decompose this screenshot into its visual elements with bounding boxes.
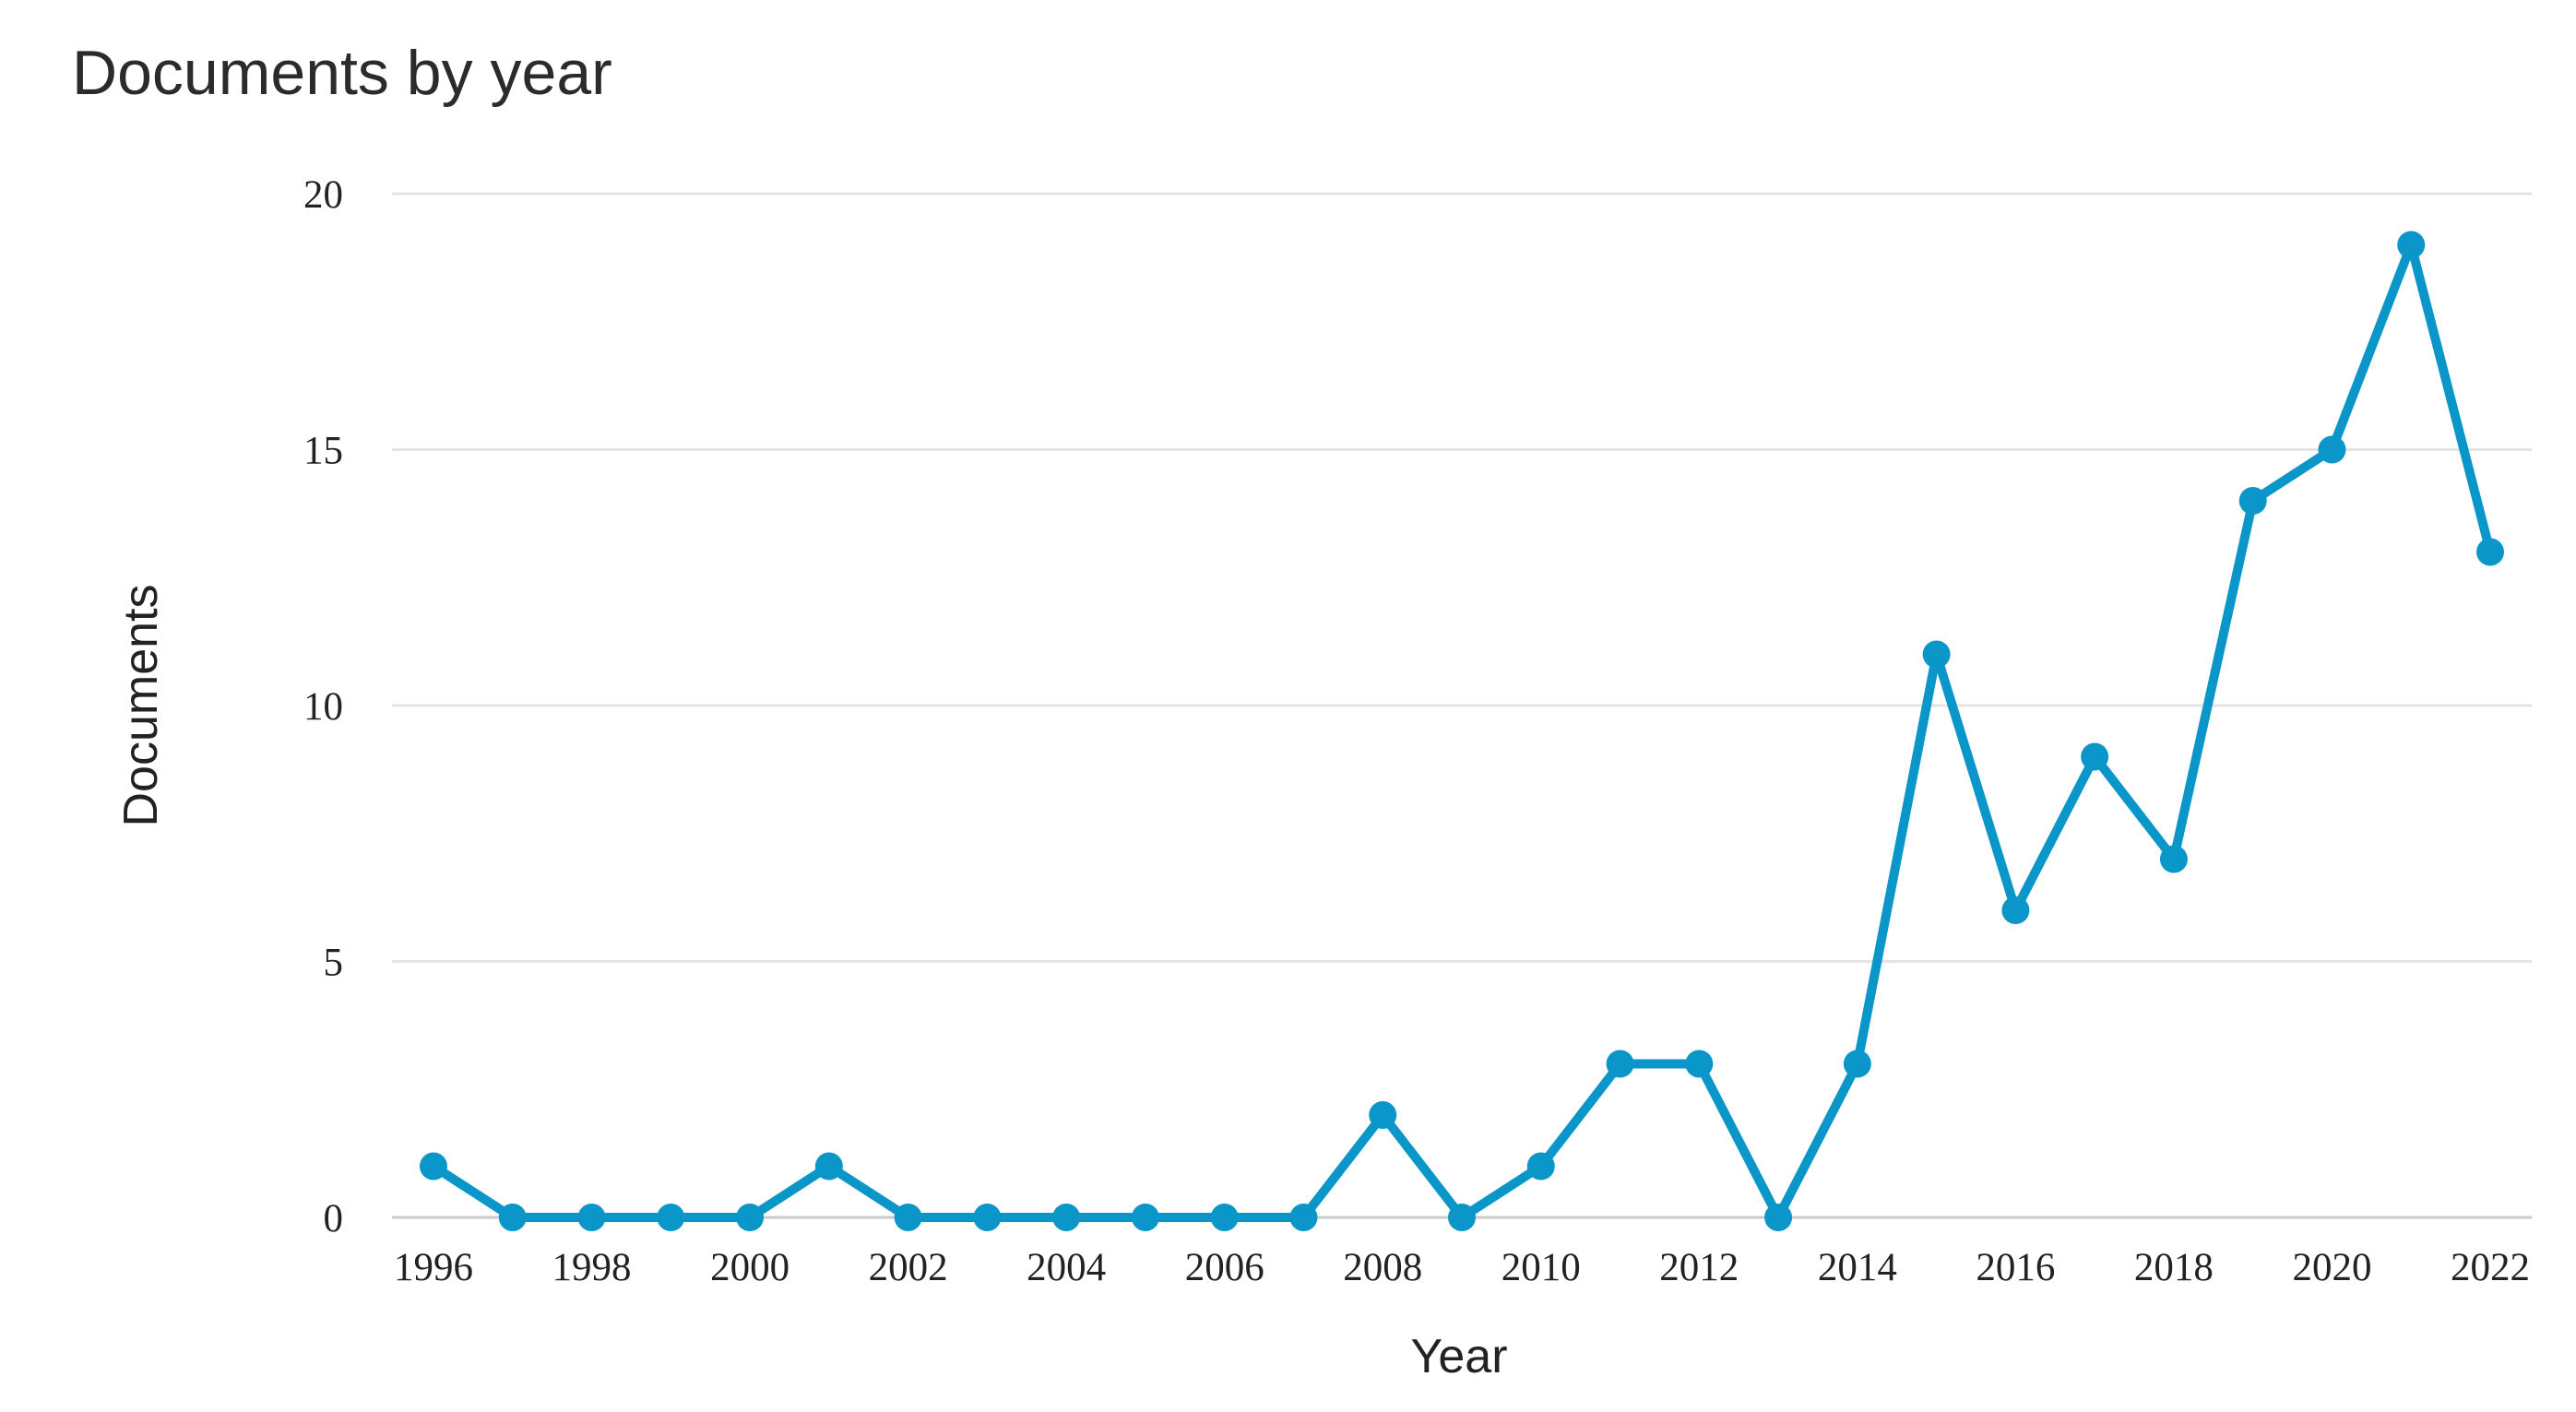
x-tick-label: 1996 <box>394 1246 473 1289</box>
x-tick-label: 2014 <box>1818 1246 1897 1289</box>
x-tick-label: 2002 <box>869 1246 948 1289</box>
x-tick-label: 2008 <box>1343 1246 1422 1289</box>
y-axis-title: Documents <box>114 585 168 827</box>
data-point[interactable] <box>2001 896 2030 924</box>
x-axis-title: Year <box>1410 1330 1507 1383</box>
data-point[interactable] <box>1131 1204 1159 1231</box>
data-point[interactable] <box>1685 1050 1714 1078</box>
y-axis-ticks: 0 5 10 15 20 <box>303 173 343 1240</box>
data-point[interactable] <box>1289 1204 1318 1231</box>
data-point[interactable] <box>736 1204 765 1231</box>
data-point[interactable] <box>2318 435 2346 464</box>
x-tick-label: 2006 <box>1185 1246 1264 1289</box>
data-point[interactable] <box>1210 1204 1239 1231</box>
y-tick-label: 20 <box>303 173 343 217</box>
data-point[interactable] <box>420 1152 447 1181</box>
series-group <box>420 231 2504 1231</box>
y-tick-label: 0 <box>324 1197 344 1240</box>
y-tick-label: 10 <box>303 685 343 729</box>
data-point[interactable] <box>894 1204 922 1231</box>
x-axis-ticks: 1996 1998 2000 2002 2004 2006 2008 2010 2012 2014… <box>394 1246 2530 1289</box>
x-tick-label: 2022 <box>2451 1246 2530 1289</box>
data-point[interactable] <box>2397 231 2426 259</box>
x-tick-label: 1998 <box>552 1246 632 1289</box>
data-point[interactable] <box>2159 845 2188 873</box>
data-point[interactable] <box>973 1204 1002 1231</box>
data-point[interactable] <box>1606 1050 1634 1078</box>
data-point[interactable] <box>1369 1101 1397 1129</box>
series-line <box>429 240 2495 1222</box>
data-point[interactable] <box>1448 1204 1476 1231</box>
data-point[interactable] <box>657 1204 685 1231</box>
data-point[interactable] <box>1052 1204 1081 1231</box>
x-tick-label: 2020 <box>2292 1246 2371 1289</box>
data-point[interactable] <box>2476 538 2504 566</box>
data-point[interactable] <box>2081 742 2109 771</box>
data-point[interactable] <box>1764 1204 1793 1231</box>
data-point[interactable] <box>1843 1050 1871 1078</box>
data-point[interactable] <box>498 1204 527 1231</box>
y-tick-label: 15 <box>303 430 343 473</box>
x-tick-label: 2012 <box>1659 1246 1739 1289</box>
chart-title: Documents by year <box>72 38 612 108</box>
data-point[interactable] <box>2238 487 2267 515</box>
x-tick-label: 2010 <box>1502 1246 1581 1289</box>
data-point[interactable] <box>1922 640 1951 669</box>
data-point[interactable] <box>577 1204 606 1231</box>
data-point[interactable] <box>814 1152 843 1181</box>
y-tick-label: 5 <box>324 942 344 985</box>
x-tick-label: 2018 <box>2134 1246 2214 1289</box>
x-tick-label: 2004 <box>1027 1246 1106 1289</box>
x-tick-label: 2000 <box>710 1246 789 1289</box>
data-point[interactable] <box>1526 1152 1555 1181</box>
x-tick-label: 2016 <box>1976 1246 2055 1289</box>
